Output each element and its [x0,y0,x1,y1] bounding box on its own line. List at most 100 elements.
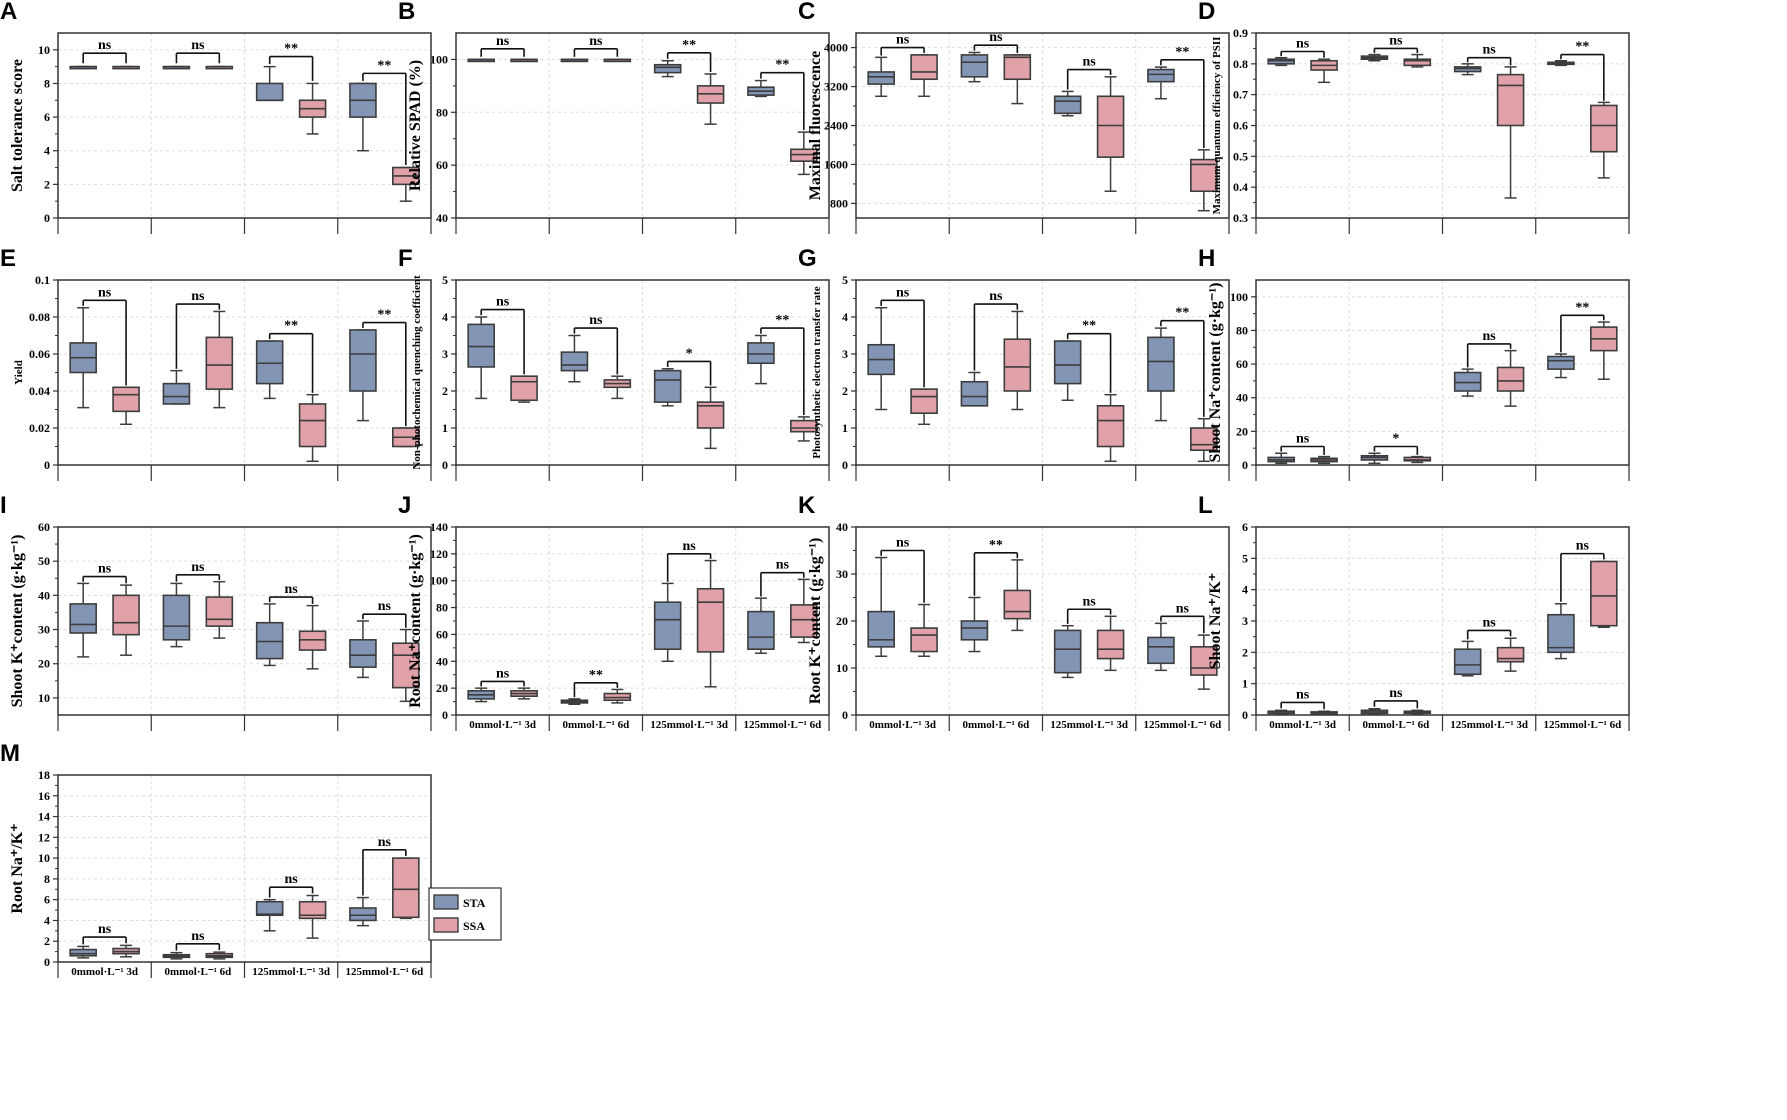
y-tick-label: 5 [442,273,448,287]
significance-bracket: ** [1160,306,1205,417]
y-tick-label: 5 [842,273,848,287]
box-ssa [1403,709,1432,715]
box-sta [1547,353,1575,379]
significance-bracket: ns [880,285,925,388]
box-ssa [910,388,938,426]
box-ssa [1310,710,1338,716]
x-tick-label: 125mmol·L⁻¹ 3d [252,966,330,978]
significance-bracket: * [1373,432,1419,455]
box-sta [747,597,775,654]
y-axis-label: Photosynthetic electron transfer rate [811,286,823,458]
significance-bracket: ** [760,58,805,131]
box-body [1096,404,1125,448]
y-tick-label: 40 [836,520,848,534]
x-tick-label: 0mmol·L⁻¹ 6d [1362,719,1429,731]
significance-label: ns [989,289,1003,304]
y-tick-label: 120 [430,547,448,561]
y-tick-label: 20 [836,614,848,628]
box-ssa [112,386,140,426]
panel-label: C [798,0,815,25]
y-tick-label: 2 [44,177,50,191]
y-tick-label: 0.02 [29,421,50,435]
box-body [747,342,775,365]
box-body [1547,355,1575,370]
box-ssa [910,603,938,657]
box-sta [560,58,589,63]
box-body [1547,613,1575,654]
x-tick-label: 0mmol·L⁻¹ 3d [869,719,936,731]
box-body [867,610,895,648]
significance-label: ns [98,922,112,937]
panel-label: E [0,245,16,272]
y-tick-label: 8 [44,76,50,90]
box-sta [1453,640,1482,677]
box-body [255,900,284,917]
box-ssa [1403,455,1432,464]
significance-bracket: ns [880,33,925,56]
box-sta [1147,327,1175,422]
box-sta [1267,709,1295,716]
significance-label: ns [896,285,910,300]
legend-swatch-sta [433,894,459,910]
y-tick-label: 800 [830,196,848,210]
box-ssa [298,82,327,135]
significance-bracket: ns [973,30,1019,54]
significance-bracket: ns [973,289,1019,371]
box-sta [747,334,775,385]
box-body [960,620,989,641]
significance-bracket: ns [880,536,925,603]
y-tick-label: 5 [1242,551,1248,565]
significance-bracket: ** [1560,40,1605,101]
significance-bracket: ** [1066,319,1112,393]
significance-label: ns [496,295,510,310]
box-ssa [1403,53,1432,68]
box-ssa [603,58,632,63]
box-body [298,403,327,448]
box-ssa [298,393,327,463]
significance-label: ns [1389,686,1403,701]
panel-d: D 0.3 0.4 0.5 0.6 0.7 0.8 0.9 Maximum quantum ef… [1198,0,1630,234]
y-tick-label: 60 [436,627,448,641]
y-axis-label: Root Na⁺content (g·kg⁻¹) [407,534,424,708]
box-body [790,419,818,433]
significance-label: ** [775,313,789,328]
y-tick-label: 14 [38,810,50,824]
box-body [1147,336,1175,392]
y-tick-label: 1 [842,421,848,435]
box-body [1496,366,1525,392]
y-axis-label: Maximum quantum efficiency of PSII [1211,37,1223,215]
significance-label: ns [378,599,392,614]
box-body [112,386,140,413]
box-body [255,340,284,385]
box-sta [653,60,682,78]
box-ssa [696,73,725,125]
box-sta [960,371,989,407]
significance-label: ** [1082,319,1096,334]
box-sta [560,334,589,383]
box-sta [349,620,377,679]
y-tick-label: 40 [436,211,448,225]
panel-j: J 0 20 40 60 80 100 120 140 Root Na⁺content (g·kg… [398,492,830,731]
y-tick-label: 0.06 [29,347,50,361]
significance-label: ns [989,30,1003,45]
panel-f: F 0 1 2 3 4 5 Non-photochemical quenching coeff… [398,245,830,481]
panel-label: L [1198,492,1213,519]
y-tick-label: 60 [38,520,50,534]
significance-label: ns [1176,601,1190,616]
significance-bracket: ns [175,929,221,951]
box-sta [653,368,682,407]
box-ssa [298,894,327,939]
panel-h: H 0 20 40 60 80 100 Shoot Na⁺content (g·kg⁻¹) ns… [1198,245,1630,481]
box-ssa [205,65,234,70]
significance-bracket: ** [362,308,407,427]
box-sta [349,82,377,152]
significance-bracket: ns [1066,55,1112,90]
panel-label: I [0,492,7,519]
x-tick-label: 0mmol·L⁻¹ 3d [1269,719,1336,731]
box-body [653,601,682,651]
significance-label: ns [1483,615,1497,630]
x-tick-label: 125mmol·L⁻¹ 6d [1143,719,1221,731]
box-sta [747,79,775,98]
significance-label: ns [98,562,112,577]
